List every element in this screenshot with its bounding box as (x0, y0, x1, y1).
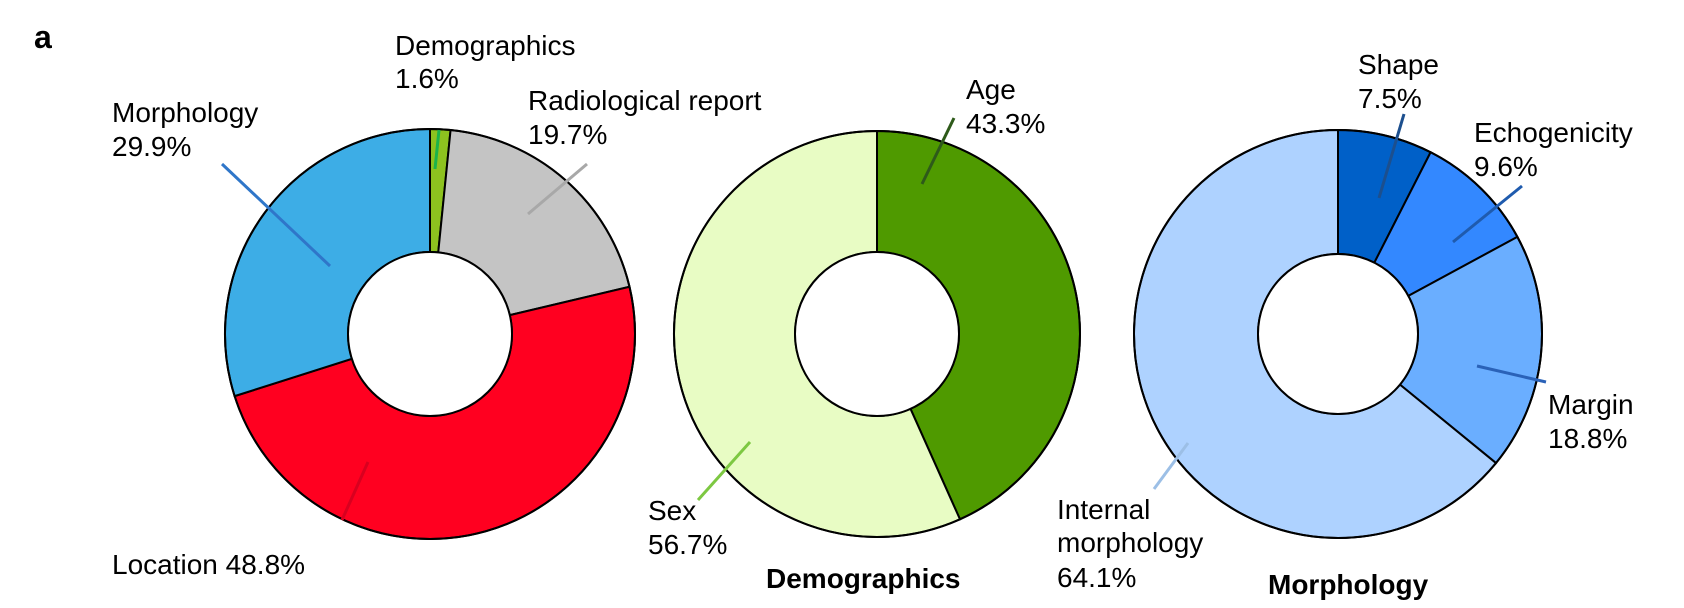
slice-value-sex: 56.7% (648, 529, 727, 560)
chart-title-demographics: Demographics (766, 563, 961, 594)
donut-hole (794, 251, 960, 417)
donut-outline (1133, 129, 1543, 539)
slice-label-internal-morphology-2: morphology (1057, 527, 1203, 558)
slice-label-age: Age (966, 74, 1016, 105)
slice-label-shape: Shape (1358, 49, 1439, 80)
leader-line-morphology (220, 162, 332, 268)
leader-line-echogenicity (1452, 184, 1523, 244)
leader-line-location (340, 461, 370, 521)
panel-label: a (34, 19, 52, 55)
leader-line-demographics (433, 129, 441, 170)
slice-label-radiological-report: Radiological report (528, 85, 762, 116)
slice-label-margin: Margin (1548, 389, 1634, 420)
leader-line-margin (1476, 364, 1547, 384)
leader-line-internal-morphology (1152, 442, 1190, 490)
slice-value-internal-morphology: 64.1% (1057, 562, 1136, 593)
slice-value-demographics: 1.6% (395, 63, 459, 94)
slice-value-morphology: 29.9% (112, 131, 191, 162)
donut-chart-morphology: Shape 7.5% Echogenicity 9.6% Margin 18.8… (1057, 49, 1634, 600)
leader-line-radiological-report (527, 162, 588, 216)
slice-label-location: Location 48.8% (112, 549, 305, 580)
slice-value-radiological-report: 19.7% (528, 119, 607, 150)
donut-outline (673, 130, 1081, 538)
donut-chart-demographics: Age 43.3% Sex 56.7% Demographics (648, 74, 1081, 594)
slice-value-echogenicity: 9.6% (1474, 151, 1538, 182)
slice-label-sex: Sex (648, 495, 696, 526)
slice-label-morphology: Morphology (112, 97, 258, 128)
slice-label-demographics: Demographics (395, 30, 576, 61)
chart-title-morphology: Morphology (1268, 569, 1429, 600)
slice-value-shape: 7.5% (1358, 83, 1422, 114)
donut-chart-overview: Demographics 1.6% Radiological report 19… (112, 30, 762, 580)
donut-hole (1257, 253, 1419, 415)
leader-line-age (920, 117, 956, 185)
donut-outline (224, 128, 636, 540)
slice-value-margin: 18.8% (1548, 423, 1627, 454)
slice-value-location: 48.8% (226, 549, 305, 580)
leader-line-sex (696, 440, 752, 502)
slice-label-echogenicity: Echogenicity (1474, 117, 1633, 148)
leader-line-shape (1377, 113, 1406, 199)
donut-hole (347, 251, 513, 417)
slice-value-age: 43.3% (966, 108, 1045, 139)
slice-label-internal-morphology: Internal (1057, 494, 1150, 525)
slice-label-location-name: Location (112, 549, 218, 580)
